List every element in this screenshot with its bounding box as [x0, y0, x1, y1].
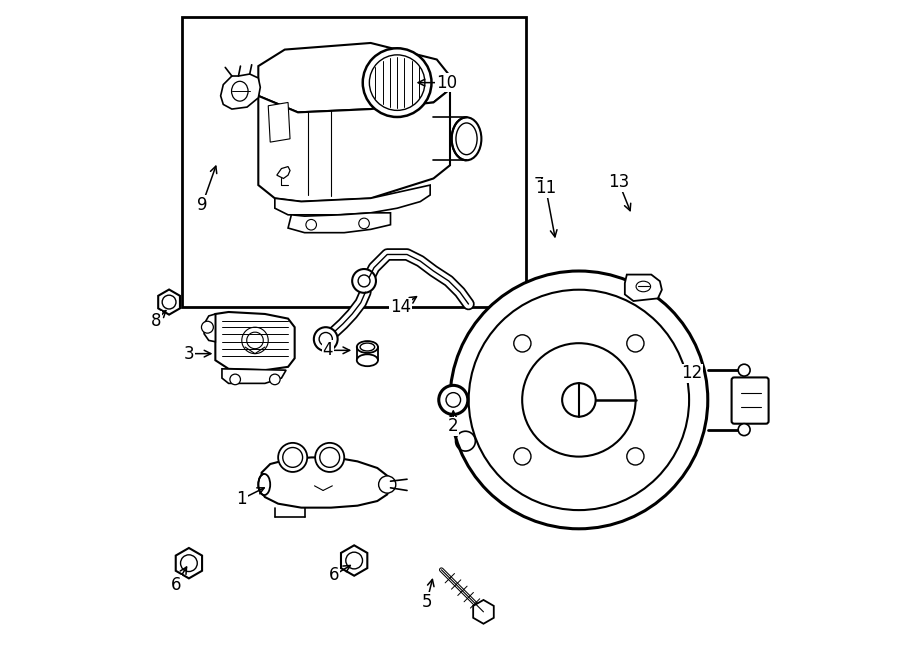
Circle shape [359, 218, 369, 229]
Circle shape [379, 476, 396, 493]
Text: 6: 6 [170, 576, 181, 594]
Text: 7: 7 [534, 176, 544, 194]
Ellipse shape [636, 281, 651, 292]
Circle shape [469, 290, 689, 510]
Circle shape [278, 443, 307, 472]
Text: 8: 8 [150, 311, 161, 330]
Text: 3: 3 [184, 344, 194, 363]
Circle shape [450, 271, 707, 529]
Ellipse shape [456, 123, 477, 155]
Circle shape [315, 443, 344, 472]
Polygon shape [288, 213, 391, 233]
Circle shape [358, 275, 370, 287]
Text: 5: 5 [421, 592, 432, 611]
Circle shape [320, 447, 339, 467]
Ellipse shape [356, 341, 378, 353]
Ellipse shape [360, 343, 374, 351]
Circle shape [162, 295, 176, 309]
Ellipse shape [356, 354, 378, 366]
Circle shape [738, 424, 750, 436]
Polygon shape [258, 43, 450, 112]
Text: 13: 13 [608, 173, 629, 191]
Ellipse shape [452, 117, 482, 160]
Circle shape [181, 555, 197, 572]
Circle shape [738, 364, 750, 376]
Text: 2: 2 [448, 417, 459, 436]
Text: 9: 9 [197, 196, 207, 214]
Circle shape [314, 327, 338, 351]
Polygon shape [268, 102, 290, 142]
Polygon shape [204, 314, 215, 342]
Polygon shape [258, 89, 450, 202]
Circle shape [306, 219, 317, 230]
Circle shape [269, 374, 280, 385]
Ellipse shape [231, 81, 248, 101]
Circle shape [202, 321, 213, 333]
Bar [183, 17, 526, 307]
Circle shape [522, 343, 635, 457]
Text: 1: 1 [237, 490, 248, 508]
Circle shape [363, 48, 431, 117]
Polygon shape [158, 290, 180, 315]
Text: 10: 10 [436, 73, 457, 92]
Circle shape [369, 55, 425, 110]
Text: 6: 6 [329, 566, 339, 584]
Polygon shape [176, 548, 202, 578]
Polygon shape [341, 545, 367, 576]
Polygon shape [274, 185, 430, 215]
FancyBboxPatch shape [732, 377, 769, 424]
Text: 14: 14 [390, 298, 411, 317]
Ellipse shape [258, 474, 270, 495]
Text: 12: 12 [680, 364, 702, 383]
Polygon shape [262, 457, 391, 508]
Polygon shape [625, 274, 662, 301]
Circle shape [514, 335, 531, 352]
Circle shape [230, 374, 240, 385]
Polygon shape [277, 167, 290, 178]
Circle shape [514, 447, 531, 465]
Circle shape [283, 447, 302, 467]
Circle shape [352, 269, 376, 293]
Text: 4: 4 [322, 341, 333, 360]
Circle shape [446, 393, 461, 407]
Circle shape [626, 335, 644, 352]
Circle shape [320, 332, 332, 346]
Polygon shape [222, 369, 286, 383]
Circle shape [562, 383, 596, 416]
Circle shape [626, 447, 644, 465]
Circle shape [346, 552, 363, 569]
Polygon shape [473, 600, 494, 624]
Polygon shape [220, 74, 260, 109]
Circle shape [439, 385, 468, 414]
Polygon shape [215, 312, 294, 370]
Text: 11: 11 [536, 179, 556, 198]
